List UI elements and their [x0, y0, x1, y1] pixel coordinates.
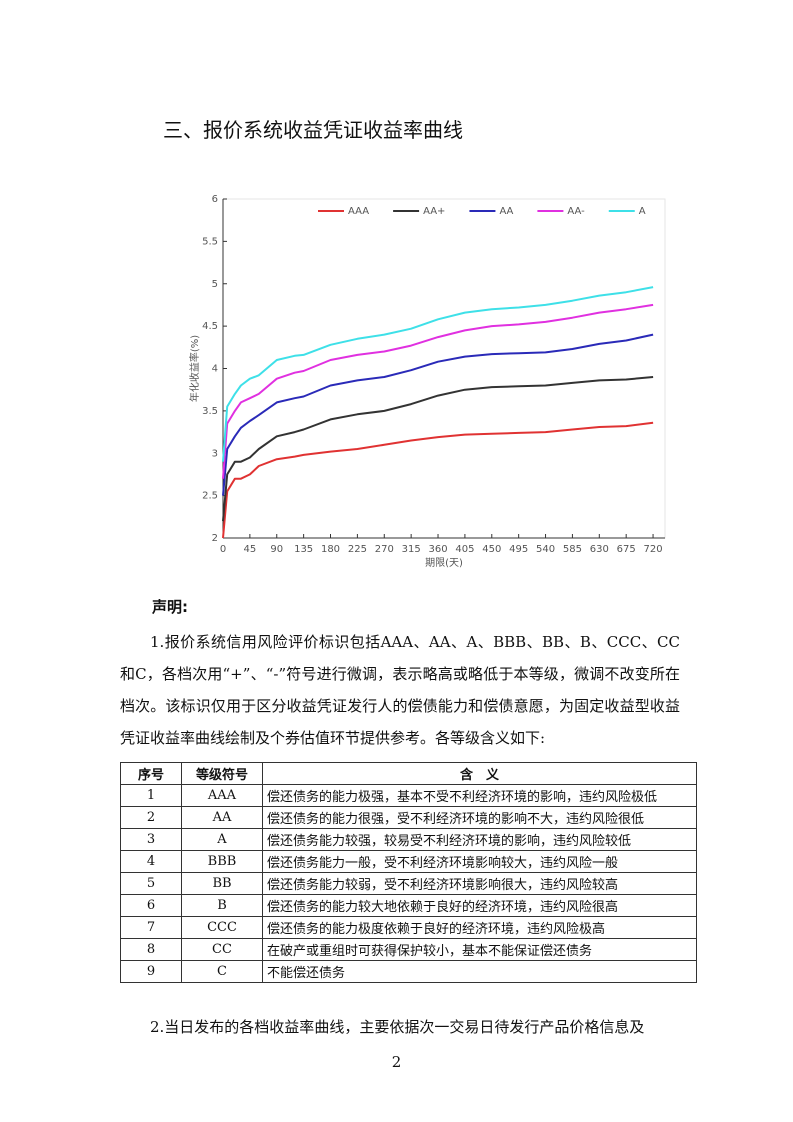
table-cell: 5: [120, 872, 182, 895]
table-row: 8 CC 在破产或重组时可获得保护较小，基本不能保证偿还债务: [120, 938, 697, 961]
table-cell: 6: [120, 894, 182, 917]
x-tick-label: 675: [617, 544, 636, 555]
table-cell: 8: [120, 938, 182, 961]
series-line: [222, 376, 654, 522]
statement-title: 声明:: [152, 598, 188, 616]
table-cell: 3: [120, 828, 182, 851]
y-tick-label: 6: [212, 194, 218, 205]
table-cell: 不能偿还债务: [262, 960, 697, 983]
legend-label: AA+: [423, 206, 445, 217]
y-tick-label: 4.5: [202, 321, 218, 332]
table-cell: 偿还债务能力较强，较易受不利经济环境的影响，违约风险较低: [262, 828, 697, 851]
table-cell: 偿还债务的能力很强，受不利经济环境的影响不大，违约风险很低: [262, 806, 697, 829]
header-cell: 等级符号: [181, 762, 263, 785]
legend-label: AA-: [567, 206, 585, 217]
chart: 2 2.5 3 3.5 4 4.5 5 5.5 6 0 45 90 135 180 225 270 315 360…: [188, 194, 666, 569]
rating-table: 序号 等级符号含 义 1 AAA 偿还债务的能力极强，基本不受不利经济环境的影响，违约风…: [120, 762, 697, 983]
x-tick-label: 720: [644, 544, 663, 555]
x-tick-label: 630: [590, 544, 609, 555]
table-cell: 2: [120, 806, 182, 829]
y-tick-label: 5.5: [202, 236, 218, 247]
x-axis-label: 期限(天): [425, 557, 463, 569]
x-tick-label: 0: [220, 544, 226, 555]
heading: 三、报价系统收益凭证收益率曲线: [163, 118, 463, 142]
table-cell: 偿还债务的能力极度依赖于良好的经济环境，违约风险极高: [262, 916, 697, 939]
table-row: 1 AAA 偿还债务的能力极强，基本不受不利经济环境的影响，违约风险极低: [120, 784, 697, 807]
y-tick-label: 5: [212, 279, 218, 290]
x-tick-label: 135: [294, 544, 313, 555]
table-cell: C: [181, 960, 263, 983]
x-tick-label: 180: [321, 544, 340, 555]
y-tick-label: 2: [212, 533, 218, 544]
table-cell: 7: [120, 916, 182, 939]
plot-frame: [222, 198, 666, 539]
x-tick-label: 225: [348, 544, 367, 555]
x-tick-label: 495: [509, 544, 528, 555]
table-cell: BBB: [181, 850, 263, 873]
table-cell: 9: [120, 960, 182, 983]
table-cell: CCC: [181, 916, 263, 939]
table-cell: CC: [181, 938, 263, 961]
table-row: 4 BBB 偿还债务能力一般，受不利经济环境影响较大，违约风险一般: [120, 850, 697, 873]
y-axis-label: 年化收益率(%): [188, 335, 201, 402]
legend-label: AAA: [348, 206, 369, 217]
table-cell: 偿还债务的能力较大地依赖于良好的经济环境，违约风险很高: [262, 894, 697, 917]
x-tick-label: 360: [428, 544, 447, 555]
table-cell: 4: [120, 850, 182, 873]
table-cell: 偿还债务的能力极强，基本不受不利经济环境的影响，违约风险极低: [262, 784, 697, 807]
table-row: 6 B 偿还债务的能力较大地依赖于良好的经济环境，违约风险很高: [120, 894, 697, 917]
x-tick-label: 450: [482, 544, 501, 555]
table-row: 3 A 偿还债务能力较强，较易受不利经济环境的影响，违约风险较低: [120, 828, 697, 851]
series-line: [222, 333, 654, 496]
table-row: 9 C 不能偿还债务: [120, 960, 697, 983]
y-tick-label: 4: [212, 364, 218, 375]
series-line: [222, 303, 654, 479]
x-tick-label: 45: [244, 544, 257, 555]
y-tick-label: 3: [212, 448, 218, 459]
series-line: [222, 421, 654, 539]
table-cell: 偿还债务能力较弱，受不利经济环境影响很大，违约风险较高: [262, 872, 697, 895]
page-number: 2: [391, 1053, 402, 1071]
legend-label: AA: [499, 206, 513, 217]
paragraph: 2.当日发布的各档收益率曲线，主要依据次一交易日待发行产品价格信息及: [150, 1018, 645, 1036]
table-cell: AAA: [181, 784, 263, 807]
table-cell: B: [181, 894, 263, 917]
table-cell: 1: [120, 784, 182, 807]
x-tick-label: 90: [270, 544, 283, 555]
table-row: 7 CCC 偿还债务的能力极度依赖于良好的经济环境，违约风险极高: [120, 916, 697, 939]
y-tick-label: 3.5: [202, 406, 218, 417]
table-cell: AA: [181, 806, 263, 829]
x-tick-label: 585: [563, 544, 582, 555]
header-cell: 序号: [120, 762, 182, 785]
x-tick-label: 540: [536, 544, 555, 555]
paragraph: 1.报价系统信用风险评价标识包括AAA、AA、A、BBB、BB、B、CCC、CC…: [120, 633, 680, 747]
x-tick-label: 315: [402, 544, 421, 555]
x-tick-label: 270: [375, 544, 394, 555]
table-cell: BB: [181, 872, 263, 895]
table-row: 2 AA 偿还债务的能力很强，受不利经济环境的影响不大，违约风险很低: [120, 806, 697, 829]
header-cell: 含 义: [262, 762, 697, 785]
table-header: 序号 等级符号含 义: [120, 762, 697, 785]
table-cell: 偿还债务能力一般，受不利经济环境影响较大，违约风险一般: [262, 850, 697, 873]
table-cell: 在破产或重组时可获得保护较小，基本不能保证偿还债务: [262, 938, 697, 961]
y-tick-label: 2.5: [202, 491, 218, 502]
table-cell: A: [181, 828, 263, 851]
x-tick-label: 405: [455, 544, 474, 555]
table-row: 5 BB 偿还债务能力较弱，受不利经济环境影响很大，违约风险较高: [120, 872, 697, 895]
legend-label: A: [639, 206, 646, 217]
series-line: [222, 286, 654, 462]
